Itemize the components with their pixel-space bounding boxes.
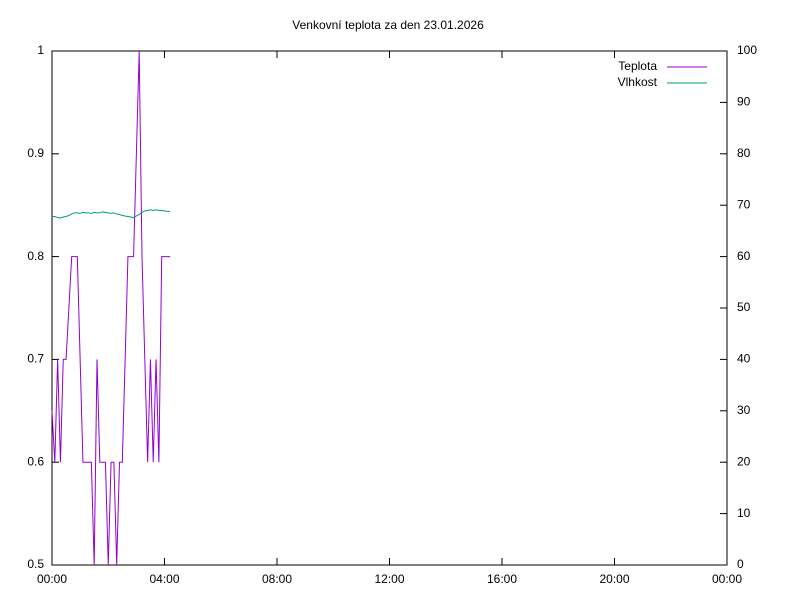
y-tick-label: 0.8 (27, 249, 44, 263)
x-tick-label: 00:00 (37, 572, 67, 586)
legend-label: Teplota (618, 59, 657, 73)
y2-tick-label: 20 (737, 454, 751, 468)
x-tick-label: 00:00 (712, 572, 742, 586)
x-tick-label: 16:00 (487, 572, 517, 586)
x-tick-label: 20:00 (599, 572, 629, 586)
x-tick-label: 04:00 (149, 572, 179, 586)
y-tick-label: 0.6 (27, 454, 44, 468)
y2-tick-label: 60 (737, 249, 751, 263)
x-tick-label: 12:00 (374, 572, 404, 586)
series-line (52, 209, 171, 219)
y2-tick-label: 50 (737, 300, 751, 314)
y2-tick-label: 100 (737, 43, 757, 57)
y-tick-label: 0.7 (27, 352, 44, 366)
y2-tick-label: 70 (737, 197, 751, 211)
y2-tick-label: 90 (737, 95, 751, 109)
y2-tick-label: 10 (737, 506, 751, 520)
y-tick-label: 0.9 (27, 146, 44, 160)
y-tick-label: 0.5 (27, 557, 44, 571)
y2-tick-label: 0 (737, 557, 744, 571)
legend-label: Vlhkost (618, 75, 658, 89)
y-tick-label: 1 (37, 43, 44, 57)
x-tick-label: 08:00 (262, 572, 292, 586)
y2-tick-label: 40 (737, 352, 751, 366)
y2-tick-label: 30 (737, 403, 751, 417)
series-line (51, 50, 171, 566)
y2-tick-label: 80 (737, 146, 751, 160)
chart-title: Venkovní teplota za den 23.01.2026 (292, 18, 484, 32)
